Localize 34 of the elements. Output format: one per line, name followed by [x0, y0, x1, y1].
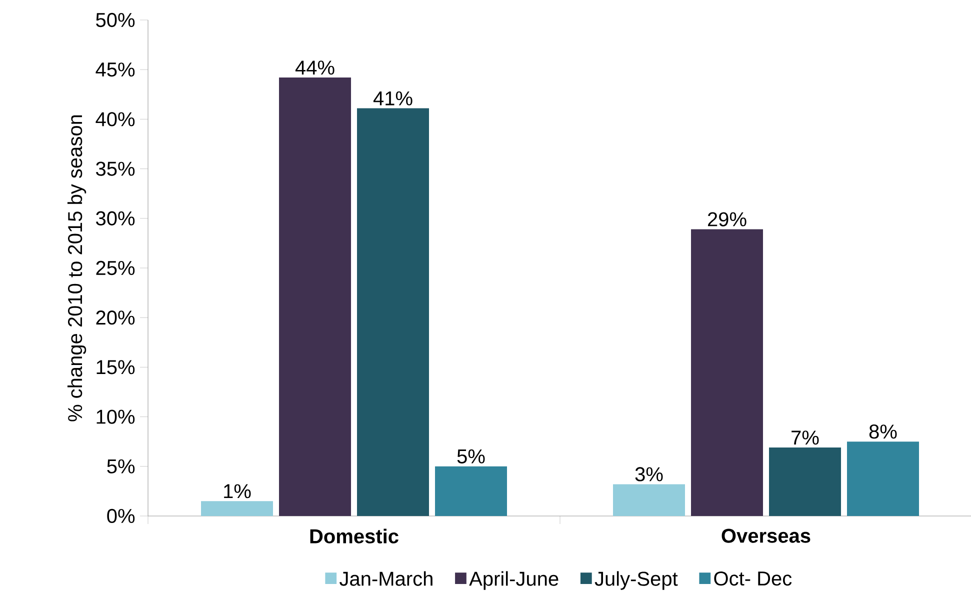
data-label: 3% [635, 467, 663, 482]
y-tick-label: 30% [96, 211, 135, 226]
y-tick-label: 40% [96, 112, 135, 126]
legend-label: Oct- Dec [714, 571, 792, 586]
legend-label: July-Sept [594, 571, 678, 590]
bar [357, 108, 430, 516]
y-tick-label: 35% [96, 162, 135, 176]
data-label: 5% [457, 449, 485, 464]
data-label: 7% [792, 430, 819, 445]
y-tick-label: 45% [96, 62, 135, 77]
x-tick-label: Overseas [722, 528, 810, 543]
y-axis-title: % change 2010 to 2015 by season [67, 115, 86, 422]
data-label: 41% [373, 91, 412, 106]
legend-label: Jan-March [340, 571, 432, 586]
y-tick-label: 15% [96, 360, 135, 374]
data-label: 29% [708, 212, 746, 226]
bar [201, 501, 274, 516]
legend-label: April-June [469, 571, 558, 590]
bar [279, 78, 352, 516]
bar [691, 229, 763, 516]
bar [435, 466, 508, 516]
bar [847, 442, 919, 516]
y-tick-label: 20% [96, 310, 135, 325]
x-tick-label: Domestic [310, 528, 398, 544]
y-tick-label: 10% [96, 410, 135, 424]
data-label: 8% [869, 424, 897, 439]
data-label: 1% [224, 484, 251, 498]
y-tick-label: 0% [107, 508, 135, 524]
data-label: 44% [295, 60, 334, 75]
y-tick-label: 50% [96, 12, 135, 28]
y-tick-label: 25% [96, 260, 135, 276]
bar [613, 484, 686, 516]
bar [769, 448, 841, 516]
y-tick-label: 5% [107, 459, 135, 474]
